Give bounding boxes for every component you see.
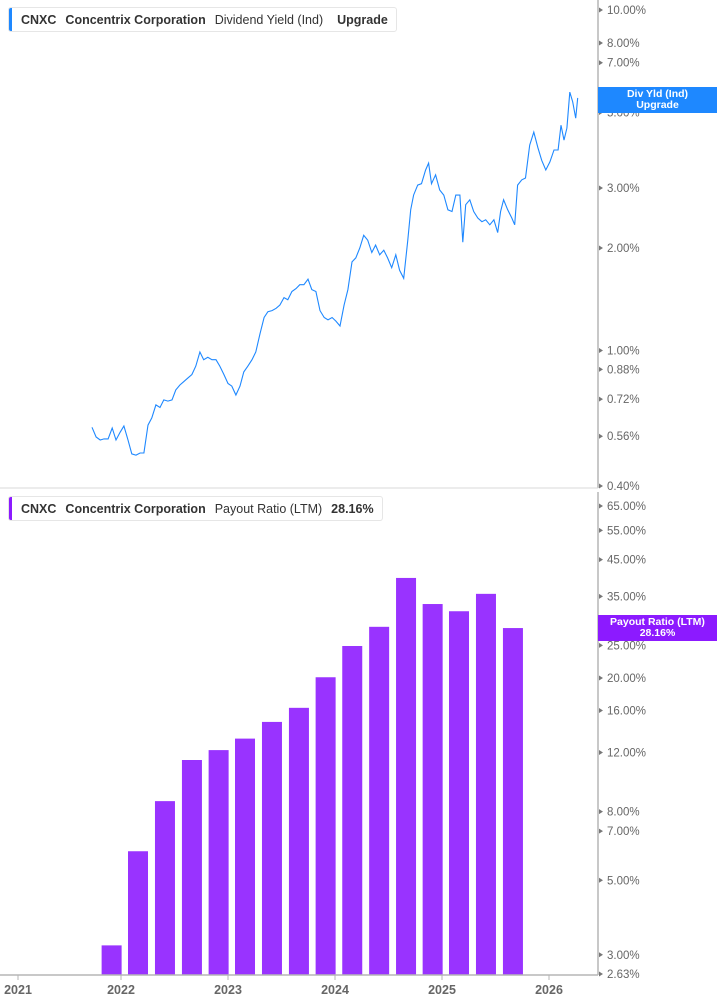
y-tick-label: 20.00% bbox=[607, 673, 646, 685]
payout-ratio-bar bbox=[235, 738, 256, 975]
y-tick-mark bbox=[599, 593, 603, 599]
legend-ticker: CNXC bbox=[21, 501, 57, 516]
y-tick-mark bbox=[599, 60, 603, 66]
y-tick-mark bbox=[599, 433, 603, 439]
x-tick-label: 2021 bbox=[4, 983, 32, 997]
payout-ratio-bar bbox=[449, 611, 470, 975]
y-tick-mark bbox=[599, 366, 603, 372]
payout-ratio-bar bbox=[128, 851, 149, 975]
y-tick-label: 0.40% bbox=[607, 481, 640, 493]
legend-accent bbox=[9, 497, 12, 520]
payout-ratio-bar bbox=[288, 707, 309, 975]
y-tick-label: 0.88% bbox=[607, 364, 640, 376]
y-tick-label: 3.00% bbox=[607, 950, 640, 962]
y-tick-label: 7.00% bbox=[607, 58, 640, 70]
y-tick-label: 12.00% bbox=[607, 748, 646, 760]
y-tick-label: 2.00% bbox=[607, 243, 640, 255]
x-axis: 2021 2022 2023 2024 2025 2026 bbox=[4, 975, 563, 997]
top-legend[interactable]: CNXC Concentrix Corporation Dividend Yie… bbox=[8, 7, 397, 32]
payout-ratio-bar bbox=[396, 577, 417, 975]
legend-ticker: CNXC bbox=[21, 12, 57, 27]
y-tick-mark bbox=[599, 396, 603, 402]
y-tick-label: 55.00% bbox=[607, 525, 646, 537]
legend-company: Concentrix Corporation bbox=[65, 501, 206, 516]
bottom-legend[interactable]: CNXC Concentrix Corporation Payout Ratio… bbox=[8, 496, 383, 521]
y-tick-mark bbox=[599, 557, 603, 563]
y-tick-mark bbox=[599, 877, 603, 883]
y-tick-mark bbox=[599, 750, 603, 756]
y-tick-label: 5.00% bbox=[607, 875, 640, 887]
dividend-yield-tag: Div Yld (Ind) Upgrade bbox=[598, 87, 717, 113]
y-tick-label: 10.00% bbox=[607, 5, 646, 17]
top-y-axis: 10.00%8.00%7.00%5.00%3.00%2.00%1.00%0.88… bbox=[599, 5, 646, 493]
y-tick-mark bbox=[599, 483, 603, 489]
y-tick-mark bbox=[599, 809, 603, 815]
x-tick-label: 2022 bbox=[107, 983, 135, 997]
y-tick-mark bbox=[599, 828, 603, 834]
payout-ratio-bar bbox=[369, 626, 390, 975]
payout-ratio-bar bbox=[181, 760, 202, 975]
payout-ratio-bar bbox=[315, 677, 336, 975]
legend-metric: Dividend Yield (Ind) bbox=[214, 12, 324, 27]
payout-ratio-tag: Payout Ratio (LTM) 28.16% bbox=[598, 615, 717, 641]
tag-line2: 28.16% bbox=[639, 627, 676, 639]
legend-company: Concentrix Corporation bbox=[65, 12, 206, 27]
y-tick-label: 2.63% bbox=[607, 969, 640, 981]
x-tick-label: 2025 bbox=[428, 983, 456, 997]
y-tick-mark bbox=[599, 971, 603, 977]
y-tick-label: 7.00% bbox=[607, 826, 640, 838]
payout-ratio-bar bbox=[422, 604, 443, 975]
x-tick-label: 2024 bbox=[321, 983, 349, 997]
payout-ratio-bar bbox=[261, 721, 282, 975]
y-tick-label: 8.00% bbox=[607, 38, 640, 50]
y-tick-mark bbox=[599, 40, 603, 46]
y-tick-label: 1.00% bbox=[607, 346, 640, 358]
payout-ratio-bar bbox=[342, 646, 363, 975]
x-tick-label: 2026 bbox=[535, 983, 563, 997]
payout-ratio-bar bbox=[154, 801, 175, 975]
payout-ratio-bar bbox=[475, 593, 496, 975]
y-tick-label: 0.72% bbox=[607, 394, 640, 406]
y-tick-mark bbox=[599, 348, 603, 354]
legend-accent bbox=[9, 8, 12, 31]
legend-metric: Payout Ratio (LTM) bbox=[214, 501, 323, 516]
y-tick-label: 16.00% bbox=[607, 706, 646, 718]
tag-line2: Upgrade bbox=[636, 99, 679, 111]
y-tick-mark bbox=[599, 185, 603, 191]
y-tick-mark bbox=[599, 527, 603, 533]
payout-ratio-bar bbox=[101, 945, 122, 975]
y-tick-mark bbox=[599, 708, 603, 714]
y-tick-label: 8.00% bbox=[607, 807, 640, 819]
legend-value: 28.16% bbox=[331, 501, 374, 516]
y-tick-mark bbox=[599, 642, 603, 648]
y-tick-mark bbox=[599, 245, 603, 251]
tag-line1: Payout Ratio (LTM) bbox=[610, 616, 705, 628]
y-tick-label: 35.00% bbox=[607, 591, 646, 603]
payout-ratio-bar bbox=[502, 628, 523, 975]
y-tick-mark bbox=[599, 675, 603, 681]
y-tick-label: 45.00% bbox=[607, 555, 646, 567]
y-tick-label: 0.56% bbox=[607, 431, 640, 443]
y-tick-mark bbox=[599, 503, 603, 509]
y-tick-mark bbox=[599, 952, 603, 958]
bottom-y-axis: 65.00% 55.00% 45.00% 35.00% 25.00% 20.00% 16.0… bbox=[599, 501, 646, 981]
y-tick-label: 25.00% bbox=[607, 640, 646, 652]
y-tick-label: 3.00% bbox=[607, 183, 640, 195]
legend-upgrade-link[interactable]: Upgrade bbox=[337, 12, 388, 27]
tag-line1: Div Yld (Ind) bbox=[626, 88, 689, 100]
payout-ratio-bars bbox=[101, 577, 523, 975]
dividend-yield-line bbox=[91, 91, 579, 456]
x-tick-label: 2023 bbox=[214, 983, 242, 997]
payout-ratio-bar bbox=[208, 750, 229, 975]
y-tick-label: 65.00% bbox=[607, 501, 646, 513]
y-tick-mark bbox=[599, 7, 603, 13]
